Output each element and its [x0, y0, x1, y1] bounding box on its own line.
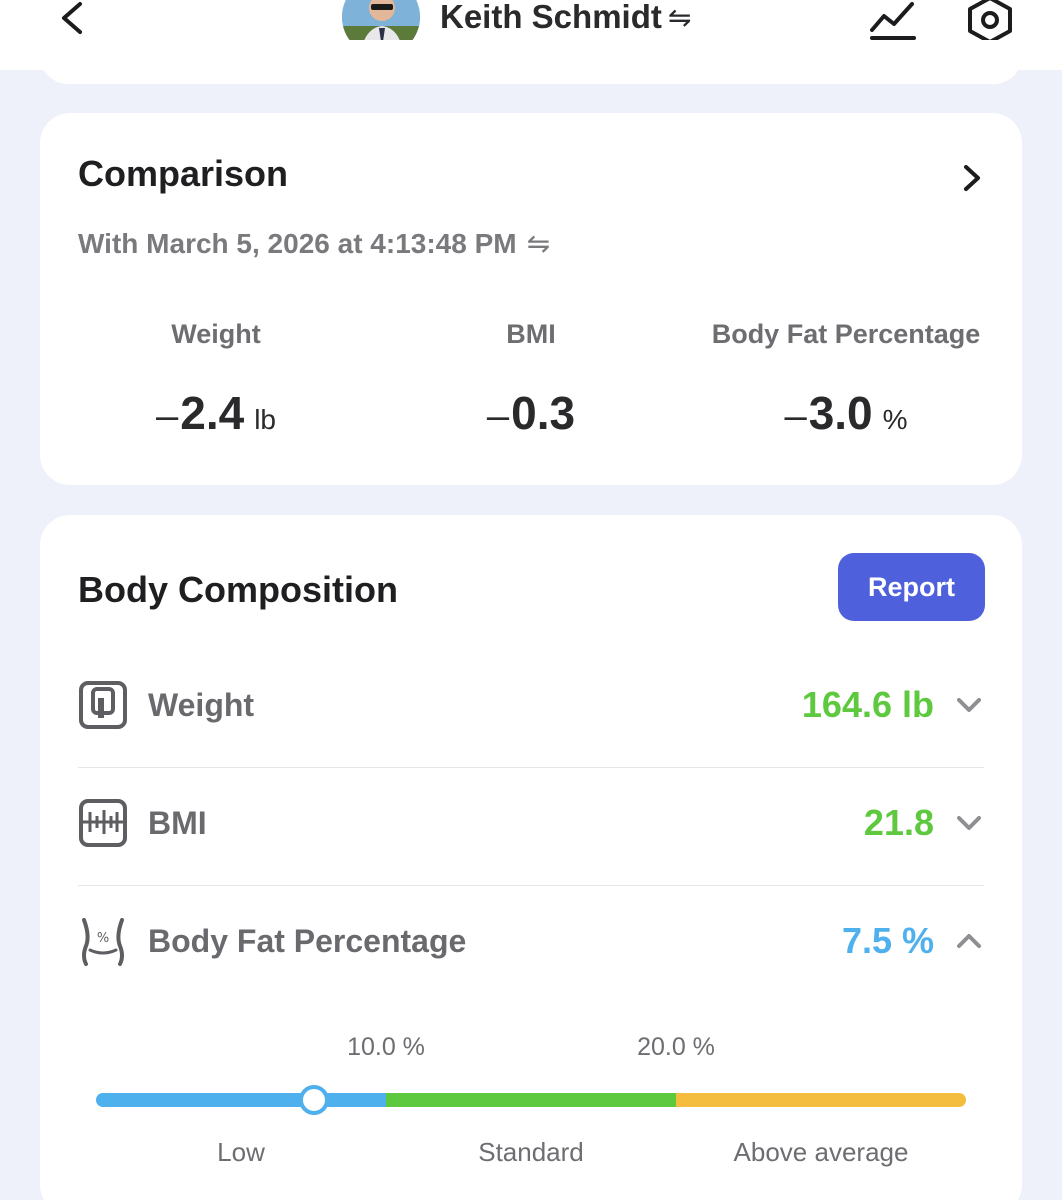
comparison-metric-body-fat: Body Fat Percentage – 3.0 %	[686, 319, 1006, 440]
report-button[interactable]: Report	[838, 553, 985, 621]
metric-label: BMI	[506, 319, 556, 349]
zone-label-above-average: Above average	[733, 1137, 909, 1167]
composition-row-body-fat[interactable]: % Body Fat Percentage 7.5 %	[78, 905, 984, 977]
row-value: 164.6 lb	[801, 684, 934, 725]
row-label: Body Fat Percentage	[148, 922, 467, 959]
user-name: Keith Schmidt	[440, 0, 662, 35]
chevron-right-icon	[964, 165, 980, 191]
comparison-date: With March 5, 2026 at 4:13:48 PM	[78, 227, 517, 259]
comparison-subtitle[interactable]: With March 5, 2026 at 4:13:48 PM ⇋	[78, 227, 550, 260]
zone-label-standard: Standard	[478, 1137, 584, 1167]
composition-title: Body Composition	[78, 569, 398, 610]
composition-row-weight[interactable]: Weight 164.6 lb	[78, 669, 984, 741]
chevron-left-icon	[62, 2, 82, 34]
svg-text:%: %	[97, 931, 109, 946]
chevron-up-icon[interactable]	[954, 926, 984, 956]
range-segment-low	[96, 1093, 386, 1107]
settings-button[interactable]	[962, 0, 1018, 44]
trend-button[interactable]	[868, 0, 918, 42]
comparison-title: Comparison	[78, 153, 289, 194]
body-fat-icon: %	[82, 918, 124, 966]
metric-label: Weight	[171, 319, 261, 349]
comparison-card[interactable]: Comparison With March 5, 2026 at 4:13:48…	[40, 113, 1022, 485]
body-composition-card: Body Composition Report Weight 164.6 lb …	[40, 515, 1022, 1200]
trend-chart-icon	[870, 2, 916, 40]
metric-value: – 3.0 %	[784, 387, 908, 439]
chevron-down-icon[interactable]	[954, 690, 984, 720]
row-label: Weight	[148, 686, 255, 723]
profile-name: Keith Schmidt ⇋	[440, 0, 691, 36]
previous-card-bottom	[40, 40, 1022, 84]
divider	[78, 767, 984, 768]
comparison-metric-bmi: BMI – 0.3	[371, 319, 691, 440]
swap-icon: ⇋	[526, 228, 551, 259]
back-button[interactable]	[52, 0, 92, 40]
metric-value: – 2.4 lb	[156, 387, 276, 439]
gear-icon	[968, 0, 1012, 44]
range-segment-above-average	[676, 1093, 966, 1107]
metric-label: Body Fat Percentage	[711, 319, 981, 349]
zone-label-low: Low	[217, 1137, 265, 1167]
row-label: BMI	[148, 804, 207, 841]
body-fat-range-bar: 10.0 % 20.0 % Low Standard Above average	[96, 1033, 966, 1173]
row-value: 21.8	[863, 802, 934, 843]
threshold-label: 10.0 %	[347, 1033, 425, 1061]
comparison-metric-weight: Weight – 2.4 lb	[56, 319, 376, 440]
chevron-down-icon[interactable]	[954, 808, 984, 838]
swap-icon: ⇋	[667, 1, 692, 33]
comparison-open-button[interactable]	[956, 163, 986, 193]
row-value: 7.5 %	[841, 920, 934, 961]
metric-value: – 0.3	[486, 387, 576, 439]
range-marker	[298, 1085, 329, 1115]
range-segment-standard	[386, 1093, 676, 1107]
threshold-label: 20.0 %	[637, 1033, 715, 1061]
scale-icon	[79, 681, 127, 729]
bmi-icon	[79, 799, 127, 847]
composition-row-bmi[interactable]: BMI 21.8	[78, 787, 984, 859]
divider	[78, 885, 984, 886]
